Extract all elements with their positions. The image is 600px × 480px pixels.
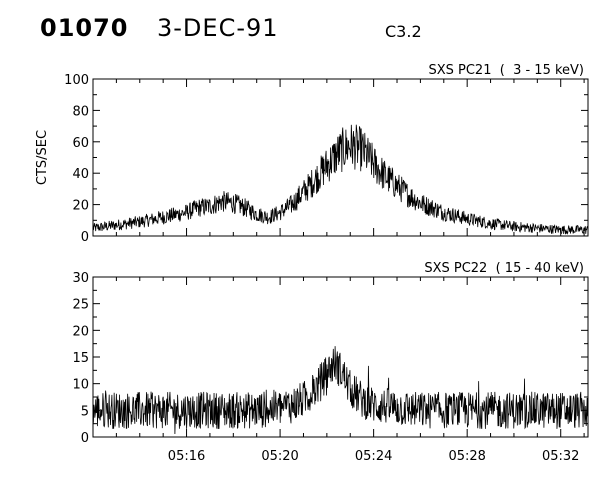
y-tick-label: 60 [72, 136, 89, 151]
panel-bottom: 0 5 10 15 20 25 30 05:16 05:20 05:24 05:28 05:32 SXS… [72, 261, 589, 464]
y-tick-label: 0 [81, 431, 89, 446]
x-tick-label: 05:32 [542, 449, 579, 464]
y-tick-label: 100 [64, 73, 89, 88]
y-tick-label: 15 [72, 351, 89, 366]
event-date: 3-DEC-91 [157, 14, 279, 42]
series-line-bottom [92, 346, 589, 435]
series-line-top [92, 124, 589, 235]
event-id: 01070 [40, 14, 129, 42]
panel-title-bottom: SXS PC22 ( 15 - 40 keV) [424, 261, 584, 276]
y-axis-label: CTS/SEC [35, 130, 50, 185]
y-tick-label: 40 [72, 167, 89, 182]
x-tick-label: 05:20 [261, 449, 298, 464]
panel-title-top: SXS PC21 ( 3 - 15 keV) [428, 63, 584, 78]
y-tick-label: 25 [72, 298, 89, 313]
y-tick-label: 80 [72, 104, 89, 119]
y-tick-label: 0 [81, 230, 89, 245]
flare-class: C3.2 [385, 22, 422, 41]
y-tick-label: 10 [72, 378, 89, 393]
x-tick-label: 05:16 [168, 449, 205, 464]
y-tick-label: 5 [81, 404, 89, 419]
y-tick-label: 30 [72, 271, 89, 286]
x-tick-label: 05:28 [448, 449, 485, 464]
y-tick-label: 20 [72, 324, 89, 339]
y-tick-label: 20 [72, 199, 89, 214]
panel-top: 0 20 40 60 80 100 SXS PC21 ( 3 - 15 keV) CTS/SE… [35, 63, 589, 245]
x-tick-label: 05:24 [355, 449, 392, 464]
